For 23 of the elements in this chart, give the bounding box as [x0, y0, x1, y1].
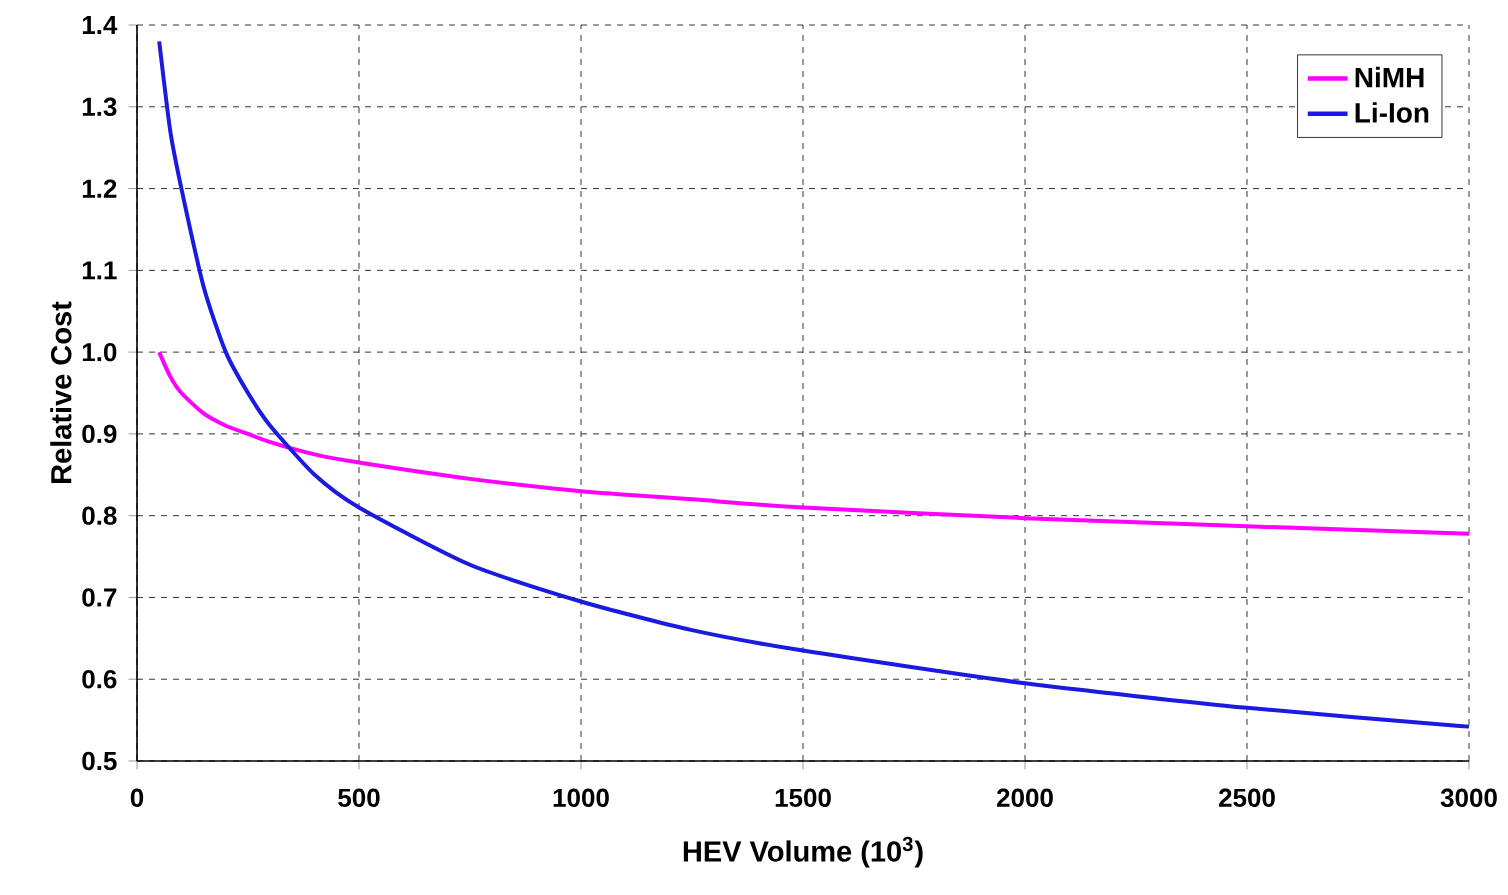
- legend-label: Li-Ion: [1355, 102, 1429, 123]
- y-tick-label: 0.6: [82, 670, 117, 689]
- legend-label: NiMH: [1355, 66, 1424, 88]
- y-axis-title: Relative Cost: [50, 301, 72, 483]
- y-tick-label: 0.8: [82, 506, 117, 525]
- x-tick-label: 2000: [997, 788, 1053, 808]
- x-tick-label: 0: [130, 788, 144, 808]
- x-tick-label: 3000: [1440, 788, 1497, 808]
- x-tick-label: 500: [338, 788, 380, 808]
- y-tick-label: 1.3: [82, 97, 117, 117]
- y-tick-label: 0.9: [82, 424, 117, 444]
- x-tick-label: 1500: [775, 788, 831, 808]
- x-axis-title: HEV Volume (10$^{3}$): [683, 836, 923, 868]
- y-tick-label: 0.5: [82, 751, 117, 771]
- x-tick-label: 1000: [553, 788, 609, 808]
- line-series: [157, 39, 1470, 729]
- line-series: [157, 350, 1470, 536]
- y-tick-label: 0.7: [82, 588, 117, 607]
- y-tick-label: 1.2: [82, 179, 117, 198]
- x-tick-label: 2500: [1219, 788, 1275, 808]
- y-tick-label: 1.0: [82, 342, 117, 362]
- y-tick-label: 1.4: [82, 16, 118, 34]
- y-tick-label: 1.1: [82, 261, 117, 280]
